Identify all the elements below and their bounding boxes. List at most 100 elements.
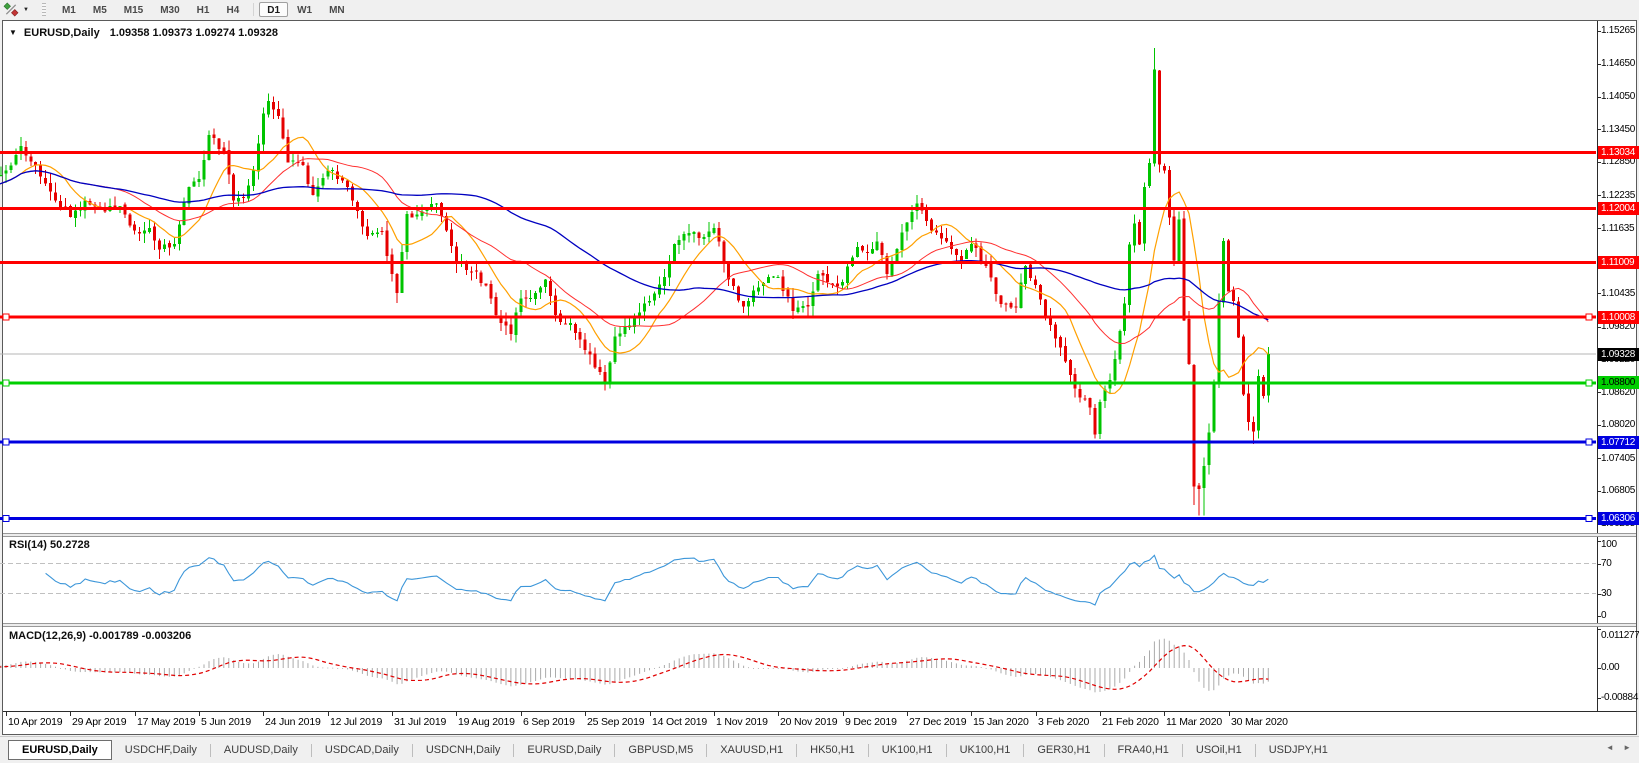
date-axis-label: 24 Jun 2019 (265, 716, 321, 728)
macd-axis-label: 0.011277 (1601, 630, 1639, 641)
date-axis-tick (328, 712, 329, 716)
chart-tab-hk50-h1[interactable]: HK50,H1 (810, 744, 855, 756)
tab-separator (614, 743, 616, 757)
chart-tab-uk100-h1[interactable]: UK100,H1 (959, 744, 1011, 756)
timeframe-button-m30[interactable]: M30 (160, 5, 180, 16)
date-axis-tick (907, 712, 908, 716)
chart-tab-usdjpy-h1[interactable]: USDJPY,H1 (1268, 744, 1328, 756)
date-axis-label: 14 Oct 2019 (652, 716, 708, 728)
date-axis-tick (1164, 712, 1165, 716)
price-axis-tick (1597, 327, 1601, 328)
price-axis-tick (1597, 129, 1601, 130)
date-axis-tick (199, 712, 200, 716)
chart-tab-eurusd-daily[interactable]: EURUSD,Daily (527, 744, 602, 756)
timeframe-button-h4[interactable]: H4 (226, 5, 240, 16)
price-axis-label: 1.06805 (1601, 485, 1636, 496)
chart-tab-usdcnh-daily[interactable]: USDCNH,Daily (425, 744, 501, 756)
price-line-tag: 1.11009 (1598, 256, 1639, 269)
tab-separator (1254, 743, 1256, 757)
tab-separator (209, 743, 211, 757)
tab-separator (945, 743, 947, 757)
price-line-tag: 1.06306 (1598, 512, 1639, 525)
chart-tab-uk100-h1[interactable]: UK100,H1 (881, 744, 933, 756)
timeframe-button-h1[interactable]: H1 (196, 5, 210, 16)
macd-axis-tick (1597, 698, 1601, 699)
price-line-tag: 1.08800 (1598, 376, 1639, 389)
date-axis-tick (650, 712, 651, 716)
price-axis-tick (1597, 458, 1601, 459)
price-axis[interactable] (1597, 21, 1598, 712)
date-axis-tick (778, 712, 779, 716)
date-axis-label: 31 Jul 2019 (394, 716, 447, 728)
chart-tab-eurusd-daily[interactable]: EURUSD,Daily (8, 740, 112, 760)
price-axis-label: 1.12850 (1601, 156, 1636, 167)
tab-separator (1103, 743, 1105, 757)
charts-profile-icon[interactable] (3, 2, 19, 17)
tab-separator (513, 743, 515, 757)
price-axis-label: 1.12235 (1601, 190, 1636, 201)
chart-tab-usdchf-daily[interactable]: USDCHF,Daily (124, 744, 197, 756)
macd-axis-tick (1597, 629, 1601, 630)
chart-tab-gbpusd-m5[interactable]: GBPUSD,M5 (628, 744, 694, 756)
price-line-tag: 1.07712 (1598, 436, 1639, 449)
date-axis-label: 19 Aug 2019 (458, 716, 515, 728)
date-axis-label: 17 May 2019 (137, 716, 196, 728)
price-axis-label: 1.13450 (1601, 124, 1636, 135)
price-axis-label: 1.14050 (1601, 91, 1636, 102)
chart-tab-xauusd-h1[interactable]: XAUUSD,H1 (720, 744, 784, 756)
date-axis-label: 25 Sep 2019 (587, 716, 645, 728)
chart-title: ▼ EURUSD,Daily 1.09358 1.09373 1.09274 1.0… (9, 27, 278, 39)
rsi-axis-label: 0 (1601, 610, 1607, 621)
chart-tab-ger30-h1[interactable]: GER30,H1 (1037, 744, 1091, 756)
chart-tab-usoil-h1[interactable]: USOil,H1 (1195, 744, 1242, 756)
chart-tab-usdcad-daily[interactable]: USDCAD,Daily (324, 744, 399, 756)
timeframe-button-w1[interactable]: W1 (297, 5, 313, 16)
rsi-label: RSI(14) 50.2728 (9, 539, 90, 551)
rsi-axis-label: 70 (1601, 558, 1612, 569)
price-axis-tick (1597, 425, 1601, 426)
dropdown-caret-icon[interactable]: ▼ (23, 6, 29, 13)
price-axis-tick (1597, 64, 1601, 65)
collapse-triangle-icon[interactable]: ▼ (9, 28, 17, 37)
tab-scroll-right-icon[interactable]: ► (1623, 743, 1631, 752)
time-axis-line (3, 711, 1636, 712)
price-axis-label: 1.14650 (1601, 58, 1636, 69)
tab-separator (1023, 743, 1025, 757)
price-axis-label: 1.15265 (1601, 25, 1636, 36)
date-axis-label: 10 Apr 2019 (8, 716, 63, 728)
timeframe-button-m15[interactable]: M15 (123, 5, 144, 16)
chart-tab-fra40-h1[interactable]: FRA40,H1 (1117, 744, 1169, 756)
date-axis-tick (6, 712, 7, 716)
chart-tab-audusd-daily[interactable]: AUDUSD,Daily (223, 744, 298, 756)
price-axis-label: 1.08020 (1601, 419, 1636, 430)
date-axis-tick (1100, 712, 1101, 716)
date-axis-tick (1036, 712, 1037, 716)
price-axis-tick (1597, 162, 1601, 163)
rsi-axis-tick (1597, 616, 1601, 617)
tab-separator (796, 743, 798, 757)
timeframe-button-d1[interactable]: D1 (259, 2, 289, 17)
price-line-tag: 1.13034 (1598, 146, 1639, 159)
rsi-canvas[interactable] (0, 537, 1596, 622)
timeframe-button-m5[interactable]: M5 (92, 5, 107, 16)
tab-separator (706, 743, 708, 757)
date-axis-tick (1229, 712, 1230, 716)
date-axis-label: 21 Feb 2020 (1102, 716, 1159, 728)
tab-scroll-left-icon[interactable]: ◄ (1605, 743, 1614, 752)
date-axis-label: 12 Jul 2019 (330, 716, 383, 728)
price-axis-label: 1.07405 (1601, 453, 1636, 464)
toolbar-grip[interactable] (41, 3, 46, 16)
date-axis-tick (843, 712, 844, 716)
rsi-axis-label: 100 (1601, 539, 1617, 550)
panel-divider[interactable] (3, 623, 1636, 627)
rsi-axis-label: 30 (1601, 588, 1612, 599)
tab-separator (1181, 743, 1183, 757)
timeframe-button-mn[interactable]: MN (329, 5, 345, 16)
date-axis-label: 3 Feb 2020 (1038, 716, 1090, 728)
price-line-tag: 1.10008 (1598, 311, 1639, 324)
price-axis-tick (1597, 392, 1601, 393)
macd-canvas[interactable] (0, 628, 1596, 711)
timeframe-button-m1[interactable]: M1 (61, 5, 76, 16)
panel-divider[interactable] (3, 533, 1636, 537)
main-chart-canvas[interactable] (0, 25, 1596, 533)
